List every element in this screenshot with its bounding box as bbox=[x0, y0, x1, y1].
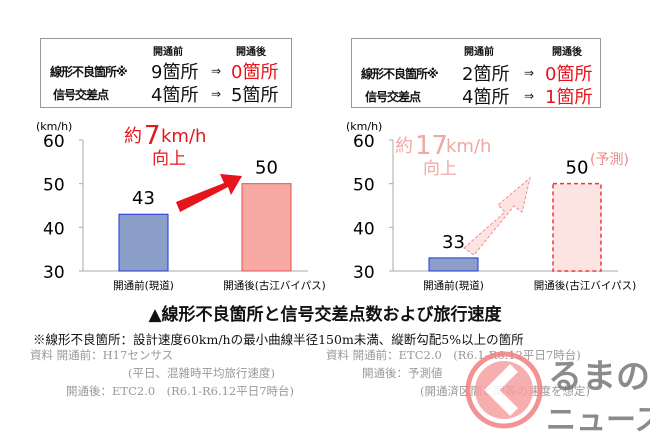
y-tick-label: 50 bbox=[43, 176, 65, 196]
kurumanonews-logo: るまの ニュース bbox=[465, 351, 650, 438]
bar bbox=[118, 213, 169, 272]
bar bbox=[428, 257, 479, 272]
y-axis-unit: (km/h) bbox=[346, 120, 382, 133]
data-label: 50 bbox=[255, 158, 278, 179]
bar bbox=[552, 182, 602, 272]
before-value: 4箇所 bbox=[462, 87, 510, 108]
before-value: 4箇所 bbox=[151, 85, 199, 106]
row-label: 信号交差点 bbox=[365, 90, 421, 104]
arrow: ⇒ bbox=[524, 66, 535, 80]
arrow: ⇒ bbox=[211, 87, 222, 101]
row-label: 信号交差点 bbox=[53, 88, 109, 102]
after-value: 1箇所 bbox=[545, 87, 593, 108]
logo-text-1: るまの bbox=[548, 357, 650, 397]
annotation-number: 17 bbox=[415, 131, 448, 161]
y-tick-label: 50 bbox=[353, 176, 375, 196]
figure-caption: ▲線形不良箇所と信号交差点数および旅行速度 bbox=[148, 305, 502, 325]
annotation-unit: km/h bbox=[446, 136, 491, 157]
header-before: 開通前 bbox=[464, 47, 494, 58]
header-before: 開通前 bbox=[153, 47, 183, 58]
y-tick-label: 40 bbox=[353, 219, 375, 239]
before-value: 2箇所 bbox=[462, 64, 510, 85]
increase-arrow bbox=[463, 176, 531, 256]
y-tick-label: 30 bbox=[43, 263, 65, 283]
source-left-3: 開通後：ETC2.0 (R6.1-R6.12平日7時台) bbox=[66, 384, 295, 398]
footnote: ※線形不良箇所：設計速度60km/hの最小曲線半径150m未満、縦断勾配5%以上… bbox=[33, 332, 524, 347]
y-tick-label: 60 bbox=[43, 132, 65, 152]
forecast-label: (予測) bbox=[590, 152, 629, 168]
y-tick-label: 60 bbox=[353, 132, 375, 152]
source-right-2: 開通後：予測値 bbox=[362, 366, 443, 380]
after-value: 0箇所 bbox=[231, 62, 279, 83]
bar bbox=[241, 183, 292, 272]
arrow: ⇒ bbox=[211, 64, 222, 78]
data-label: 43 bbox=[132, 188, 155, 209]
x-category-label: 開通前(現道) bbox=[113, 279, 174, 292]
x-category-label: 開通前(現道) bbox=[423, 279, 484, 292]
y-tick-label: 30 bbox=[353, 263, 375, 283]
header-after: 開通後 bbox=[236, 47, 266, 58]
source-left-2: (平日、混雑時平均旅行速度) bbox=[128, 366, 275, 380]
data-label: 33 bbox=[442, 232, 465, 253]
after-value: 0箇所 bbox=[545, 64, 593, 85]
annotation-prefix: 約 bbox=[124, 126, 142, 147]
source-left-1: 資料 開通前：H17センサス bbox=[30, 348, 174, 362]
after-value: 5箇所 bbox=[231, 85, 279, 106]
comparison-table-left: 開通前 開通後 線形不良箇所※ 9箇所 ⇒ 0箇所 信号交差点 4箇所 ⇒ 5箇… bbox=[40, 38, 292, 108]
annotation-prefix: 約 bbox=[395, 136, 413, 157]
annotation-number: 7 bbox=[144, 121, 161, 151]
y-tick-label: 40 bbox=[43, 219, 65, 239]
row-label: 線形不良箇所※ bbox=[50, 65, 128, 79]
x-category-label: 開通後(古江バイパス) bbox=[223, 279, 325, 292]
annotation-line2: 向上 bbox=[423, 159, 457, 179]
annotation-unit: km/h bbox=[161, 126, 206, 147]
comparison-table-right: 開通前 開通後 線形不良箇所※ 2箇所 ⇒ 0箇所 信号交差点 4箇所 ⇒ 1箇… bbox=[351, 38, 601, 108]
x-category-label: 開通後(古江バイパス) bbox=[534, 279, 636, 292]
header-after: 開通後 bbox=[552, 47, 582, 58]
row-label: 線形不良箇所※ bbox=[361, 67, 439, 81]
annotation-line2: 向上 bbox=[152, 149, 186, 169]
arrow: ⇒ bbox=[524, 89, 535, 103]
increase-arrow bbox=[176, 174, 242, 212]
y-axis-unit: (km/h) bbox=[36, 120, 72, 133]
data-label: 50 bbox=[566, 158, 589, 179]
before-value: 9箇所 bbox=[151, 62, 199, 83]
logo-text-2: ニュース bbox=[546, 403, 650, 438]
